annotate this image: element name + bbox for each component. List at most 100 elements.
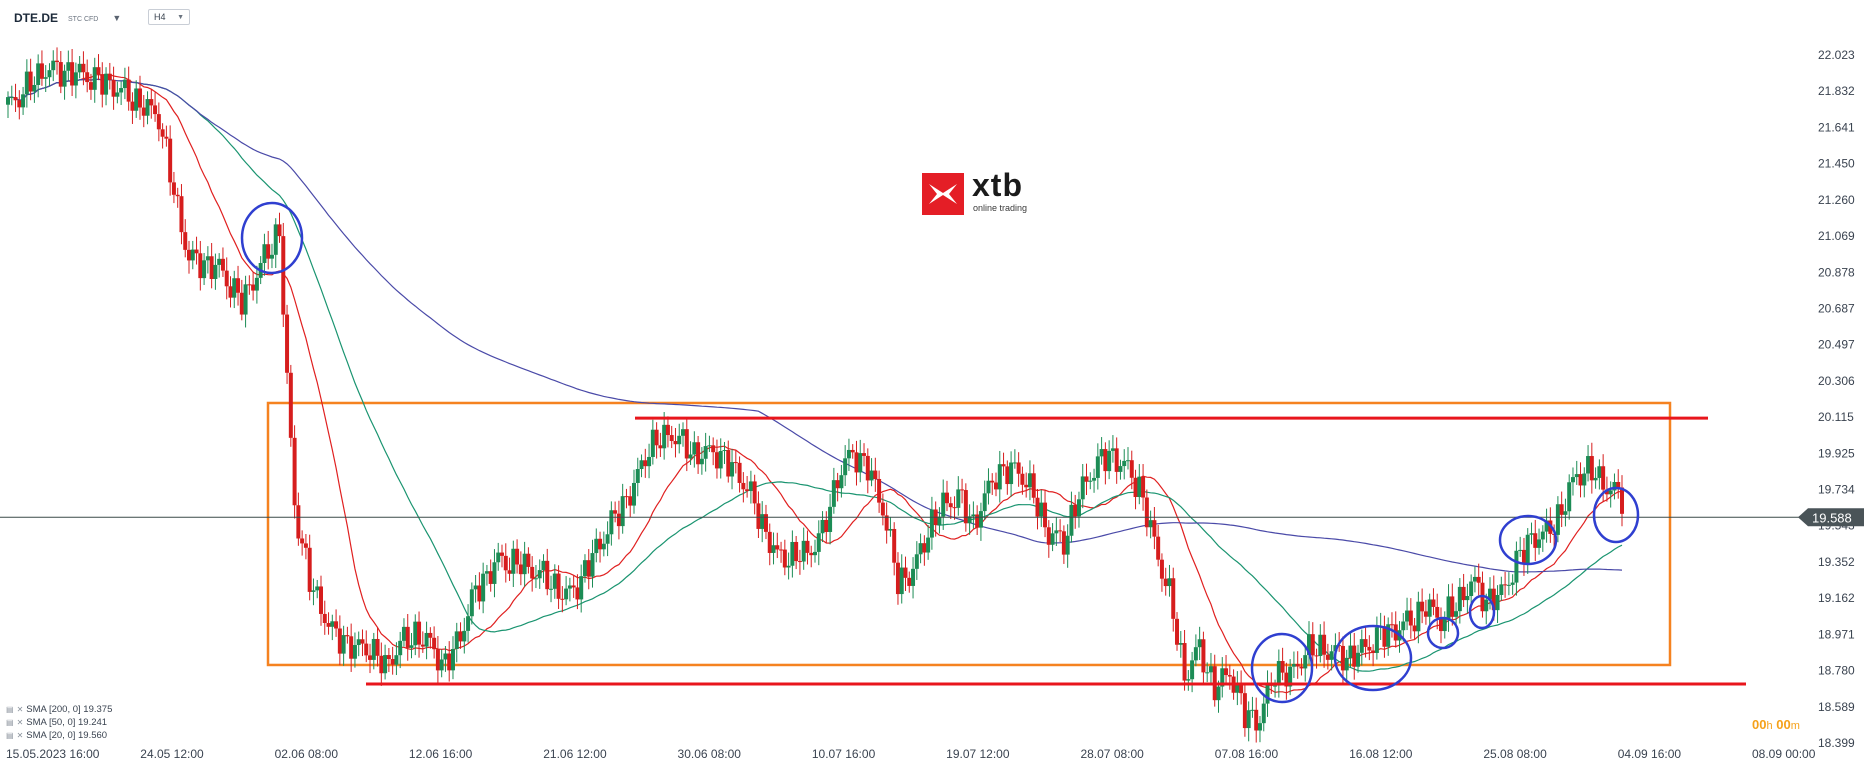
candle-body <box>994 482 999 490</box>
symbol-dropdown-icon[interactable]: ▼ <box>112 13 122 23</box>
candle <box>714 439 719 479</box>
candle-body <box>549 588 554 590</box>
candle-body <box>1371 650 1376 653</box>
indicator-settings-icon[interactable]: ▤ <box>6 705 14 714</box>
candle <box>458 622 463 649</box>
legend-item-sma200[interactable]: ▤ ✕ SMA [200, 0] 19.375 <box>6 703 112 716</box>
candle <box>1288 659 1293 696</box>
candle <box>914 541 919 580</box>
candle <box>1299 658 1304 676</box>
candle-body <box>1427 599 1432 617</box>
candle <box>1586 445 1591 482</box>
candle <box>435 635 440 684</box>
candle-body <box>1190 660 1195 680</box>
candle-body <box>1359 639 1364 653</box>
candle-body <box>507 570 512 574</box>
candle-body <box>895 562 900 595</box>
candle-body <box>156 114 161 130</box>
candle-body <box>62 70 67 87</box>
candle-body <box>345 635 350 637</box>
candle <box>1265 670 1270 717</box>
candle-body <box>556 573 561 599</box>
candle-body <box>379 655 384 674</box>
candle-body <box>1450 596 1455 617</box>
candle <box>1559 491 1564 528</box>
candle-body <box>1020 473 1025 485</box>
candle <box>394 642 399 676</box>
candle <box>1110 435 1115 463</box>
candle-body <box>1616 482 1621 488</box>
candle <box>409 632 414 659</box>
range-box <box>266 401 1672 667</box>
candle <box>575 574 580 610</box>
candle <box>1314 648 1319 669</box>
candle-body <box>771 545 776 553</box>
candle-body <box>594 538 599 554</box>
candle <box>1457 578 1462 624</box>
candle-body <box>1107 450 1112 472</box>
candle <box>190 240 195 270</box>
indicator-settings-icon[interactable]: ▤ <box>6 731 14 740</box>
candle <box>560 586 565 613</box>
remove-indicator-icon[interactable]: ✕ <box>16 731 24 740</box>
candle <box>356 631 361 657</box>
candle <box>779 541 784 563</box>
candle-body <box>956 489 961 508</box>
candle <box>277 212 282 243</box>
candle <box>530 556 535 592</box>
candle <box>986 468 991 505</box>
candle-body <box>726 450 731 477</box>
remove-indicator-icon[interactable]: ✕ <box>16 718 24 727</box>
candle <box>1054 517 1059 546</box>
candle <box>228 276 233 308</box>
candle-body <box>699 458 704 465</box>
candle-body <box>1401 621 1406 631</box>
candle-body <box>533 578 538 580</box>
candle <box>417 611 422 658</box>
candle <box>1186 670 1191 691</box>
legend-item-sma50[interactable]: ▤ ✕ SMA [50, 0] 19.241 <box>6 716 112 729</box>
candle <box>1303 645 1308 682</box>
candle-body <box>318 586 323 614</box>
candle-body <box>824 519 829 532</box>
candle-body <box>1295 663 1300 667</box>
candle-body <box>922 543 927 553</box>
candle <box>236 265 241 306</box>
legend-item-sma20[interactable]: ▤ ✕ SMA [20, 0] 19.560 <box>6 729 112 742</box>
candle-body <box>526 553 531 567</box>
candle <box>28 58 33 101</box>
candle-body <box>654 429 659 446</box>
legend-label: SMA [20, 0] 19.560 <box>26 730 108 741</box>
candle-body <box>711 445 716 453</box>
candle-body <box>703 446 708 459</box>
indicator-settings-icon[interactable]: ▤ <box>6 718 14 727</box>
candle <box>401 618 406 647</box>
candle-body <box>1325 654 1330 660</box>
candle <box>1480 571 1485 618</box>
candle-body <box>341 635 346 654</box>
x-tick-label: 24.05 12:00 <box>140 747 204 761</box>
candle-body <box>1039 502 1044 517</box>
candle-body <box>1110 448 1115 451</box>
candle-body <box>228 286 233 298</box>
candle <box>1307 621 1312 665</box>
candle-body <box>1555 504 1560 535</box>
candle <box>1450 583 1455 626</box>
remove-indicator-icon[interactable]: ✕ <box>16 705 24 714</box>
candle-body <box>488 571 493 584</box>
candle <box>1212 654 1217 707</box>
y-tick-label: 19.734 <box>1818 483 1855 497</box>
candle-body <box>564 588 569 600</box>
candle-body <box>1265 683 1270 704</box>
timeframe-select[interactable]: H4 ▼ <box>148 9 190 25</box>
candle-body <box>1103 449 1108 472</box>
annotation-circle <box>1592 486 1640 544</box>
candle <box>137 75 142 120</box>
candle <box>1514 541 1519 596</box>
candle-body <box>1386 624 1391 647</box>
candle-body <box>1307 634 1312 656</box>
candle <box>1058 519 1063 543</box>
candle-body <box>401 626 406 641</box>
candle-body <box>1009 462 1014 485</box>
